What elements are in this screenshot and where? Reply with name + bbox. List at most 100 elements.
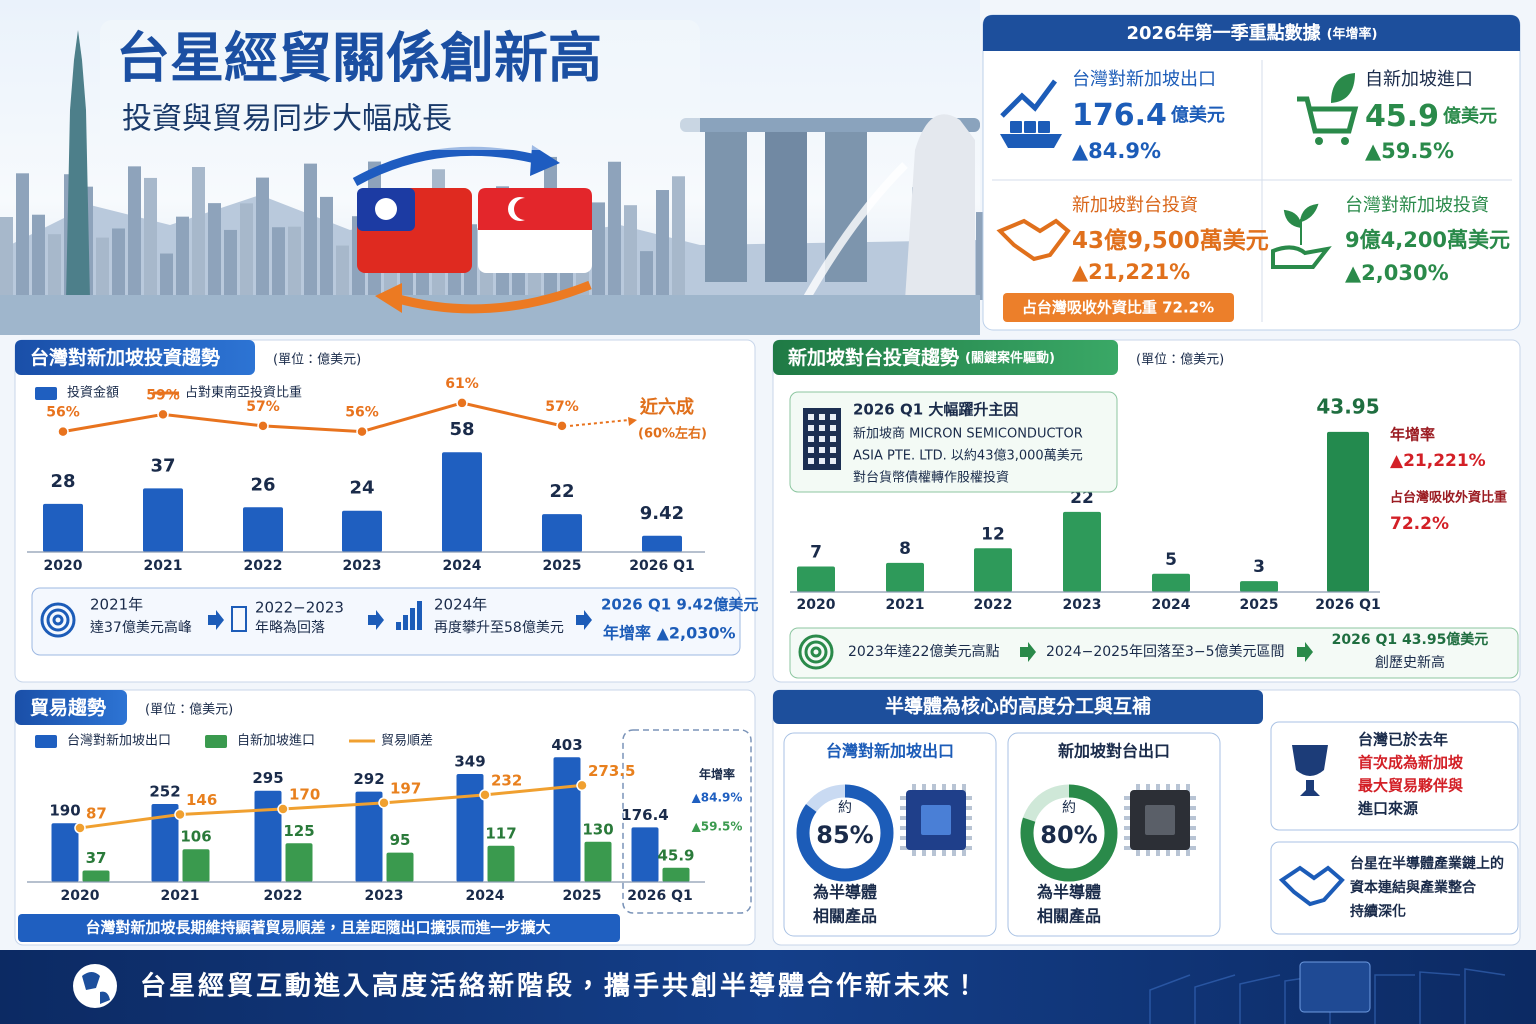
arrow (368, 610, 384, 630)
arrow (1020, 642, 1036, 662)
timeline-text: 2023年達22億美元高點 (848, 643, 999, 660)
kpi-label: 新加坡對台投資 (1072, 195, 1198, 216)
bar-label: 37 (150, 455, 175, 476)
note-box (1270, 841, 1519, 935)
semi-header (773, 690, 1263, 724)
donut-arc (796, 784, 894, 882)
globe-land (82, 972, 110, 1004)
bar-label: 8 (899, 539, 911, 559)
building (224, 229, 237, 300)
chip-core (1145, 805, 1175, 835)
card-title: 新加坡對台出口 (1058, 742, 1170, 761)
line-label: 59% (146, 387, 180, 403)
chart-title-main: 新加坡對台投資趨勢 (788, 346, 959, 369)
icon-target (804, 640, 828, 664)
kpi-label: 自新加坡進口 (1365, 69, 1473, 90)
building (288, 226, 301, 300)
timeline-box (789, 627, 1519, 679)
callout-box (789, 391, 1118, 493)
building (192, 167, 205, 300)
line-point (456, 397, 468, 409)
kpi-number: 9億4,200萬美元 (1345, 228, 1510, 252)
arrow (1297, 642, 1313, 662)
unit-label: (單位：億美元) (145, 702, 233, 718)
line-point (378, 797, 390, 809)
building (32, 214, 45, 300)
timeline-text: 2024−2025年回落至3−5億美元區間 (1046, 644, 1285, 660)
annotation: ▲84.9% (692, 791, 743, 805)
circuit (1464, 968, 1506, 1024)
footer-chip (1299, 961, 1371, 1013)
building (96, 237, 109, 300)
line-series (79, 783, 583, 830)
annotation: 占台灣吸收外資比重 (1390, 490, 1507, 506)
chart-tab (15, 340, 255, 375)
circuit (1374, 974, 1415, 1024)
note-line: 持續深化 (1350, 903, 1406, 920)
timeline-title: 2024年 (434, 596, 487, 614)
chart-title: 新加坡對台投資趨勢 (關鍵案件驅動) (788, 346, 1055, 369)
bar (285, 843, 313, 882)
kpi-note-box (1003, 293, 1234, 322)
line-series (62, 401, 563, 434)
footer-text: 台星經貿互動進入高度活絡新階段，攜手共創半導體合作新未來！ (140, 971, 981, 1002)
line-label: 170 (289, 786, 320, 804)
building (272, 227, 285, 300)
chart-title: 貿易趨勢 (30, 696, 106, 719)
icon-window (819, 447, 825, 453)
icon-target (40, 602, 76, 638)
line-label: 232 (491, 771, 522, 789)
icon-target (798, 634, 834, 670)
legend-label: 台灣對新加坡出口 (67, 733, 171, 749)
legend-label: 占對東南亞投資比重 (185, 385, 302, 401)
kpi-growth: ▲21,221% (1072, 260, 1190, 284)
line-label: 56% (345, 405, 379, 421)
kpi-unit: 億美元 (1171, 104, 1225, 126)
icon-window (819, 436, 825, 442)
line-label: 61% (445, 376, 479, 392)
icon-window (808, 425, 814, 431)
legend-label: 投資金額 (67, 385, 119, 401)
bar (342, 510, 382, 552)
building (0, 217, 13, 300)
building (640, 251, 653, 300)
bar (442, 452, 482, 552)
bar-label: 24 (349, 478, 374, 499)
bar-label: 5 (1165, 550, 1177, 570)
timeline-title: 2026 Q1 9.42億美元 (601, 596, 758, 614)
x-tick-label: 2025 (563, 888, 602, 904)
icon-window (808, 436, 814, 442)
bar (82, 870, 110, 882)
x-tick-label: 2022 (974, 597, 1013, 613)
icon-plant (1283, 203, 1319, 245)
building (144, 177, 157, 300)
line-label: 57% (246, 399, 280, 415)
donut-prefix: 約 (1062, 800, 1076, 816)
x-tick-label: 2022 (244, 558, 283, 574)
kpi-header (983, 15, 1520, 51)
tower (765, 132, 807, 282)
timeline-text: 達37億美元高峰 (90, 619, 192, 636)
bar (386, 852, 414, 882)
annotation: 年增率 (1390, 426, 1435, 444)
bar (542, 514, 582, 552)
timeline-box (31, 587, 741, 656)
x-tick-label: 2023 (343, 558, 382, 574)
bar-label: 403 (551, 736, 582, 754)
x-tick-label: 2020 (44, 558, 83, 574)
title: 台星經貿關係創新高 (116, 27, 602, 90)
x-tick-label: 2024 (443, 558, 482, 574)
bar-label: 117 (485, 824, 516, 842)
bar-label: 22 (549, 481, 574, 502)
note-box (18, 914, 620, 942)
icon-bar (403, 615, 408, 630)
bar (1240, 581, 1278, 592)
kpi-label: 台灣對新加坡投資 (1345, 195, 1489, 216)
flag-sun (375, 198, 397, 220)
annotation: 年增率 (699, 767, 735, 782)
bar (456, 773, 484, 882)
bar-label: 9.42 (640, 503, 684, 524)
icon-bar (417, 601, 422, 630)
timeline-text: 年略為回落 (255, 620, 325, 636)
icon-ship (1000, 134, 1062, 148)
